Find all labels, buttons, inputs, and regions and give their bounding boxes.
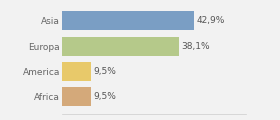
Bar [62,11,194,30]
Text: 9,5%: 9,5% [93,67,116,76]
Bar [62,37,179,56]
Text: 9,5%: 9,5% [93,92,116,101]
Bar [62,87,91,106]
Text: 42,9%: 42,9% [196,16,225,25]
Bar [62,62,91,81]
Text: 38,1%: 38,1% [181,42,210,51]
